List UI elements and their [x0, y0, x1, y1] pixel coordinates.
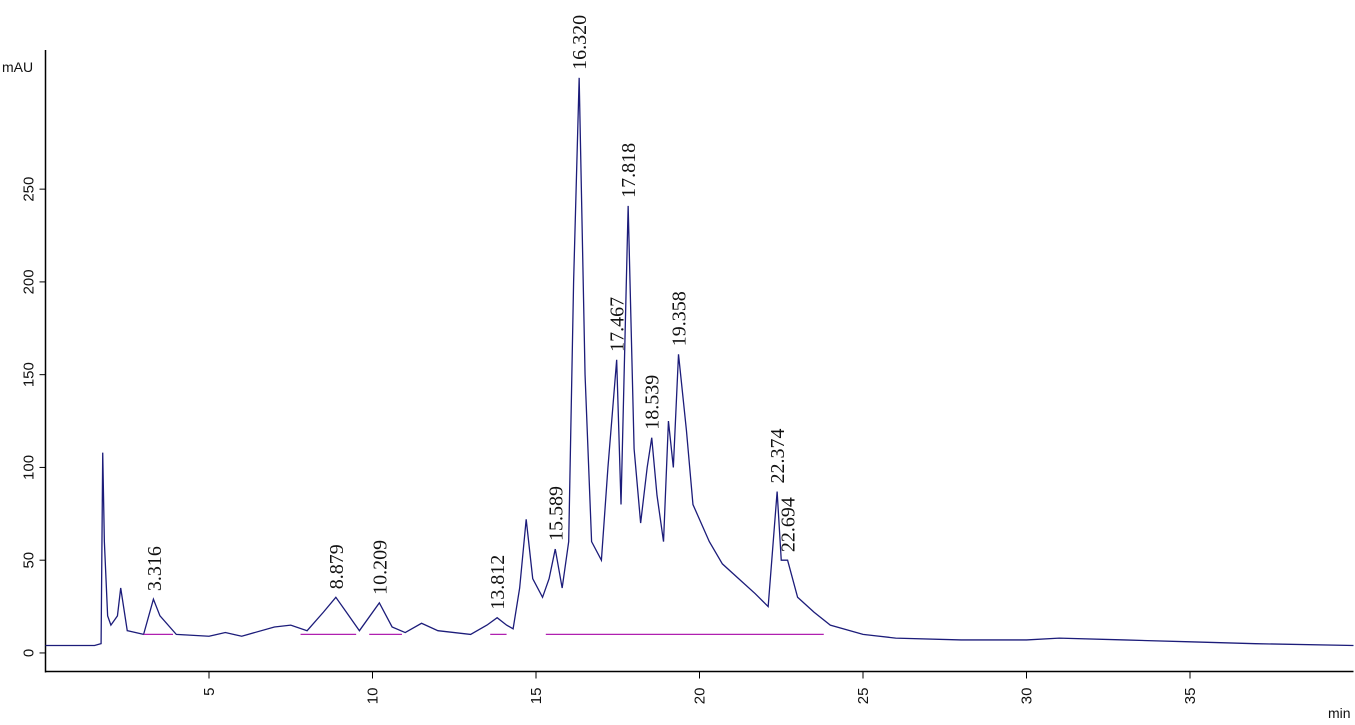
x-tick-label: 10 — [365, 688, 382, 705]
x-tick-label: 25 — [855, 688, 872, 705]
y-axis-label: mAU — [2, 59, 33, 75]
peak-label: 22.374 — [767, 429, 789, 484]
x-axis-label: min — [1328, 705, 1351, 721]
peak-label: 16.320 — [569, 15, 591, 70]
peak-label: 15.589 — [545, 486, 567, 541]
peak-label: 10.209 — [369, 540, 391, 595]
y-tick-label: 100 — [21, 455, 38, 480]
x-tick-label: 35 — [1182, 688, 1199, 705]
y-tick-label: 200 — [21, 269, 38, 294]
peak-label: 8.879 — [326, 544, 348, 589]
x-tick-label: 30 — [1019, 688, 1036, 705]
trace-line — [45, 77, 1354, 647]
peak-label: 18.539 — [642, 375, 664, 430]
y-tick-label: 50 — [21, 552, 38, 569]
peak-label: 22.694 — [778, 497, 800, 552]
peak-label: 17.467 — [607, 297, 629, 352]
x-tick-label: 15 — [528, 688, 545, 705]
peak-label: 3.316 — [144, 546, 166, 591]
peak-label: 13.812 — [487, 555, 509, 610]
peak-label: 19.358 — [669, 291, 691, 346]
peak-label: 17.818 — [618, 143, 640, 198]
y-tick-label: 250 — [21, 177, 38, 202]
y-tick-label: 0 — [21, 649, 38, 657]
x-tick-label: 5 — [201, 688, 218, 696]
x-tick-label: 20 — [692, 688, 709, 705]
y-tick-label: 150 — [21, 362, 38, 387]
